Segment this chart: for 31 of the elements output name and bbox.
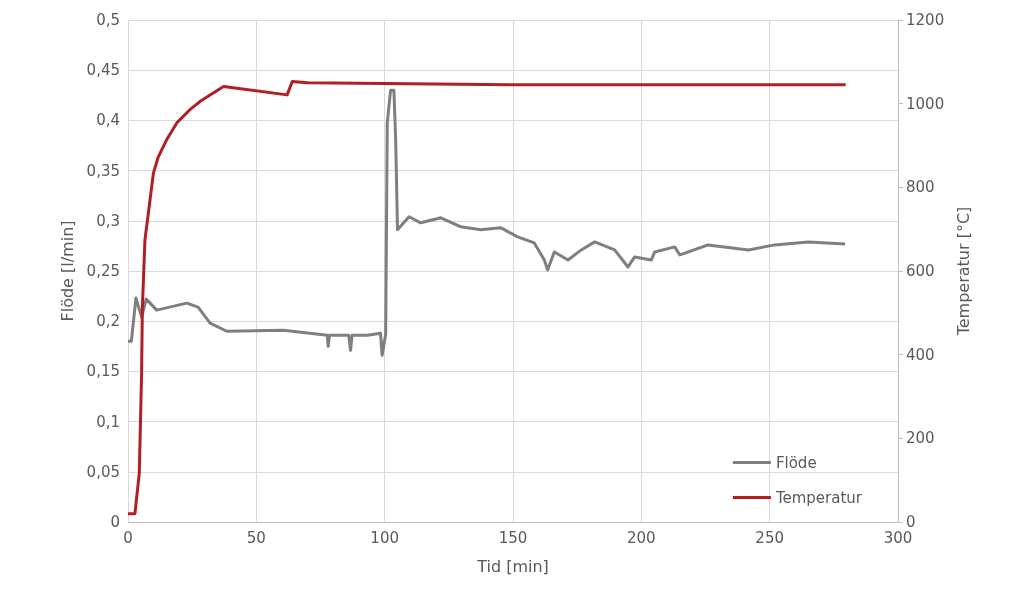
y2-tick-label: 0: [906, 513, 916, 531]
y2-tick-label: 1000: [906, 94, 945, 113]
legend-label: Flöde: [775, 453, 817, 472]
y2-tick-label: 800: [906, 178, 935, 197]
y2-tick-label: 1200: [906, 11, 945, 29]
x-tick-label: 0: [123, 528, 133, 547]
y-tick-label: 0,3: [96, 211, 120, 230]
x-tick-label: 250: [755, 528, 784, 547]
y2-axis-title: Temperatur [°C]: [953, 206, 973, 337]
y2-tick-label: 400: [906, 345, 935, 364]
x-tick-label: 100: [370, 528, 399, 547]
y2-tick-label: 200: [906, 429, 935, 448]
y-tick-label: 0,5: [96, 11, 120, 29]
y-tick-label: 0,35: [86, 161, 120, 180]
y2-tick-label: 600: [906, 262, 935, 280]
x-axis-title: Tid [min]: [476, 556, 549, 576]
x-tick-label: 50: [246, 528, 266, 547]
y-tick-label: 0,45: [86, 61, 120, 80]
line-series: [126, 88, 847, 357]
y-tick-label: 0,4: [96, 111, 120, 130]
y-tick-label: 0,1: [96, 412, 120, 431]
y-tick-label: 0,05: [86, 462, 120, 481]
legend-label: Temperatur: [774, 488, 863, 507]
x-tick-label: 300: [883, 528, 913, 547]
y-tick-label: 0,2: [96, 312, 120, 331]
x-tick-label: 200: [627, 528, 656, 547]
y-tick-label: 0: [110, 513, 120, 531]
x-tick-label: 150: [498, 528, 528, 547]
y-axis-title: Flöde [l/min]: [58, 220, 78, 322]
y-tick-label: 0,15: [86, 362, 120, 381]
y-tick-label: 0,25: [86, 262, 120, 280]
